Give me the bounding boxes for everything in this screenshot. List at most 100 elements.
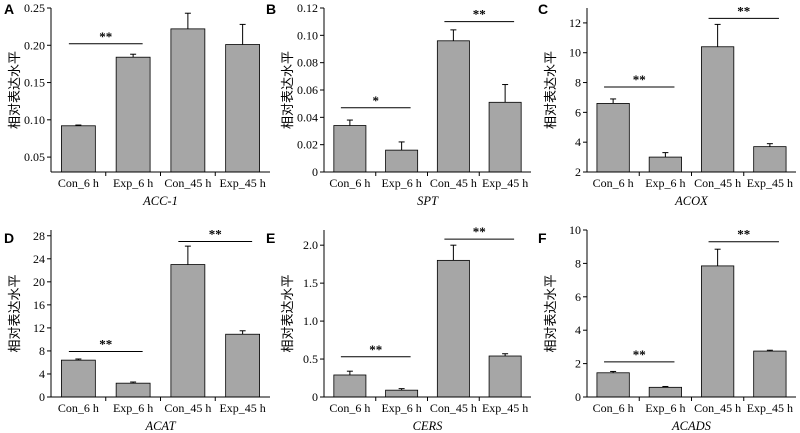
y-axis-title: 相对表达水平 — [544, 51, 559, 129]
x-tick-label: Exp_6 h — [113, 176, 153, 190]
significance-label: ** — [633, 72, 646, 87]
bar — [225, 44, 260, 173]
y-tick-label: 2 — [575, 165, 581, 179]
x-tick-label: Exp_6 h — [381, 401, 421, 415]
y-axis-title: 相对表达水平 — [281, 274, 296, 352]
significance-label: ** — [99, 29, 112, 44]
y-tick-label: 1.5 — [303, 276, 318, 290]
y-tick-label: 0.08 — [297, 56, 318, 70]
x-tick-label: Con_6 h — [593, 401, 634, 415]
x-tick-label: Exp_6 h — [381, 176, 421, 190]
bar — [61, 359, 96, 398]
significance-label: ** — [473, 7, 486, 22]
y-tick-label: 12 — [33, 321, 45, 335]
panel-letter: C — [538, 1, 548, 17]
x-tick-label: Con_45 h — [164, 401, 211, 415]
x-axis-title: CERS — [413, 419, 444, 433]
y-axis-title: 相对表达水平 — [8, 51, 23, 129]
y-tick-label: 0 — [312, 165, 318, 179]
bar — [225, 333, 260, 398]
y-tick-label: 0.25 — [24, 1, 45, 15]
y-tick-label: 0 — [39, 390, 45, 404]
y-tick-label: 8 — [575, 256, 581, 270]
y-tick-label: 8 — [575, 76, 581, 90]
chart-panel-d: D 0 4 8 12 16 20 24 28 Con_6 h Exp_6 h Con_45 h Exp_… — [4, 227, 270, 433]
bar — [596, 372, 630, 398]
x-axis-title: SPT — [417, 194, 439, 208]
significance-label: ** — [369, 342, 382, 357]
x-tick-label: Exp_45 h — [747, 401, 793, 415]
bar — [333, 125, 367, 173]
bar — [753, 146, 787, 173]
y-tick-label: 8 — [39, 344, 45, 358]
y-tick-label: 4 — [575, 323, 581, 337]
panel-letter: A — [4, 1, 14, 17]
x-axis-title: ACAT — [144, 419, 176, 433]
y-tick-label: 10 — [569, 223, 581, 237]
x-tick-label: Con_45 h — [430, 176, 477, 190]
significance-label: ** — [737, 3, 750, 18]
significance-label: ** — [99, 337, 112, 352]
bar — [648, 386, 682, 398]
y-tick-label: 0.02 — [297, 138, 318, 152]
y-tick-label: 4 — [575, 135, 581, 149]
x-tick-label: Exp_6 h — [645, 176, 685, 190]
y-axis-title: 相对表达水平 — [8, 274, 23, 352]
x-tick-label: Con_6 h — [329, 401, 370, 415]
panel-letter: F — [538, 230, 547, 246]
x-tick-label: Exp_45 h — [747, 176, 793, 190]
y-tick-label: 0 — [312, 390, 318, 404]
significance-label: ** — [209, 227, 222, 242]
y-tick-label: 2 — [575, 357, 581, 371]
y-tick-label: 1.0 — [303, 314, 318, 328]
y-tick-label: 0.06 — [297, 83, 318, 97]
bar — [333, 374, 367, 398]
chart-panel-e: E 0 0.5 1.0 1.5 2.0 Con_6 h Exp_6 h Con_45 h Exp_… — [266, 224, 531, 433]
panel-letter: E — [266, 230, 275, 246]
bar — [596, 103, 630, 173]
x-tick-label: Exp_6 h — [113, 401, 153, 415]
bar — [436, 259, 470, 398]
panel-letter: D — [4, 230, 14, 246]
y-tick-label: 24 — [33, 252, 45, 266]
bar — [385, 149, 419, 173]
x-tick-label: Exp_6 h — [645, 401, 685, 415]
bar — [170, 28, 206, 173]
bar — [488, 101, 522, 173]
bar — [170, 264, 206, 398]
bar — [61, 125, 96, 173]
y-tick-label: 0 — [575, 390, 581, 404]
x-tick-label: Con_45 h — [694, 401, 741, 415]
x-tick-label: Exp_45 h — [482, 176, 528, 190]
x-tick-label: Con_6 h — [58, 176, 99, 190]
x-tick-label: Exp_45 h — [219, 401, 265, 415]
y-tick-label: 10 — [569, 46, 581, 60]
significance-label: * — [373, 93, 380, 108]
chart-panel-f: F 0 2 4 6 8 10 Con_6 h Exp_6 h Con_45 h Exp_45 h AC… — [538, 223, 796, 433]
chart-panel-c: C 2 4 6 8 10 12 Con_6 h Exp_6 h Con_45 h Exp_45 h A… — [538, 1, 796, 208]
x-tick-label: Con_6 h — [58, 401, 99, 415]
y-tick-label: 20 — [33, 275, 45, 289]
bar — [436, 40, 470, 173]
x-tick-label: Con_6 h — [593, 176, 634, 190]
bar — [385, 389, 419, 398]
x-axis-title: ACADS — [671, 419, 712, 433]
y-tick-label: 0.05 — [24, 150, 45, 164]
bar — [648, 156, 682, 173]
y-tick-label: 0.04 — [297, 110, 318, 124]
y-tick-label: 0.10 — [24, 113, 45, 127]
x-axis-title: ACC-1 — [142, 194, 178, 208]
x-tick-label: Con_45 h — [694, 176, 741, 190]
panel-letter: B — [266, 1, 276, 17]
significance-label: ** — [737, 227, 750, 242]
x-tick-label: Exp_45 h — [219, 176, 265, 190]
y-tick-label: 6 — [575, 105, 581, 119]
bar — [701, 46, 735, 173]
x-tick-label: Con_45 h — [164, 176, 211, 190]
x-tick-label: Con_45 h — [430, 401, 477, 415]
bar — [488, 355, 522, 398]
bar — [115, 56, 151, 173]
x-axis-title: ACOX — [674, 194, 709, 208]
y-tick-label: 0.12 — [297, 1, 318, 15]
